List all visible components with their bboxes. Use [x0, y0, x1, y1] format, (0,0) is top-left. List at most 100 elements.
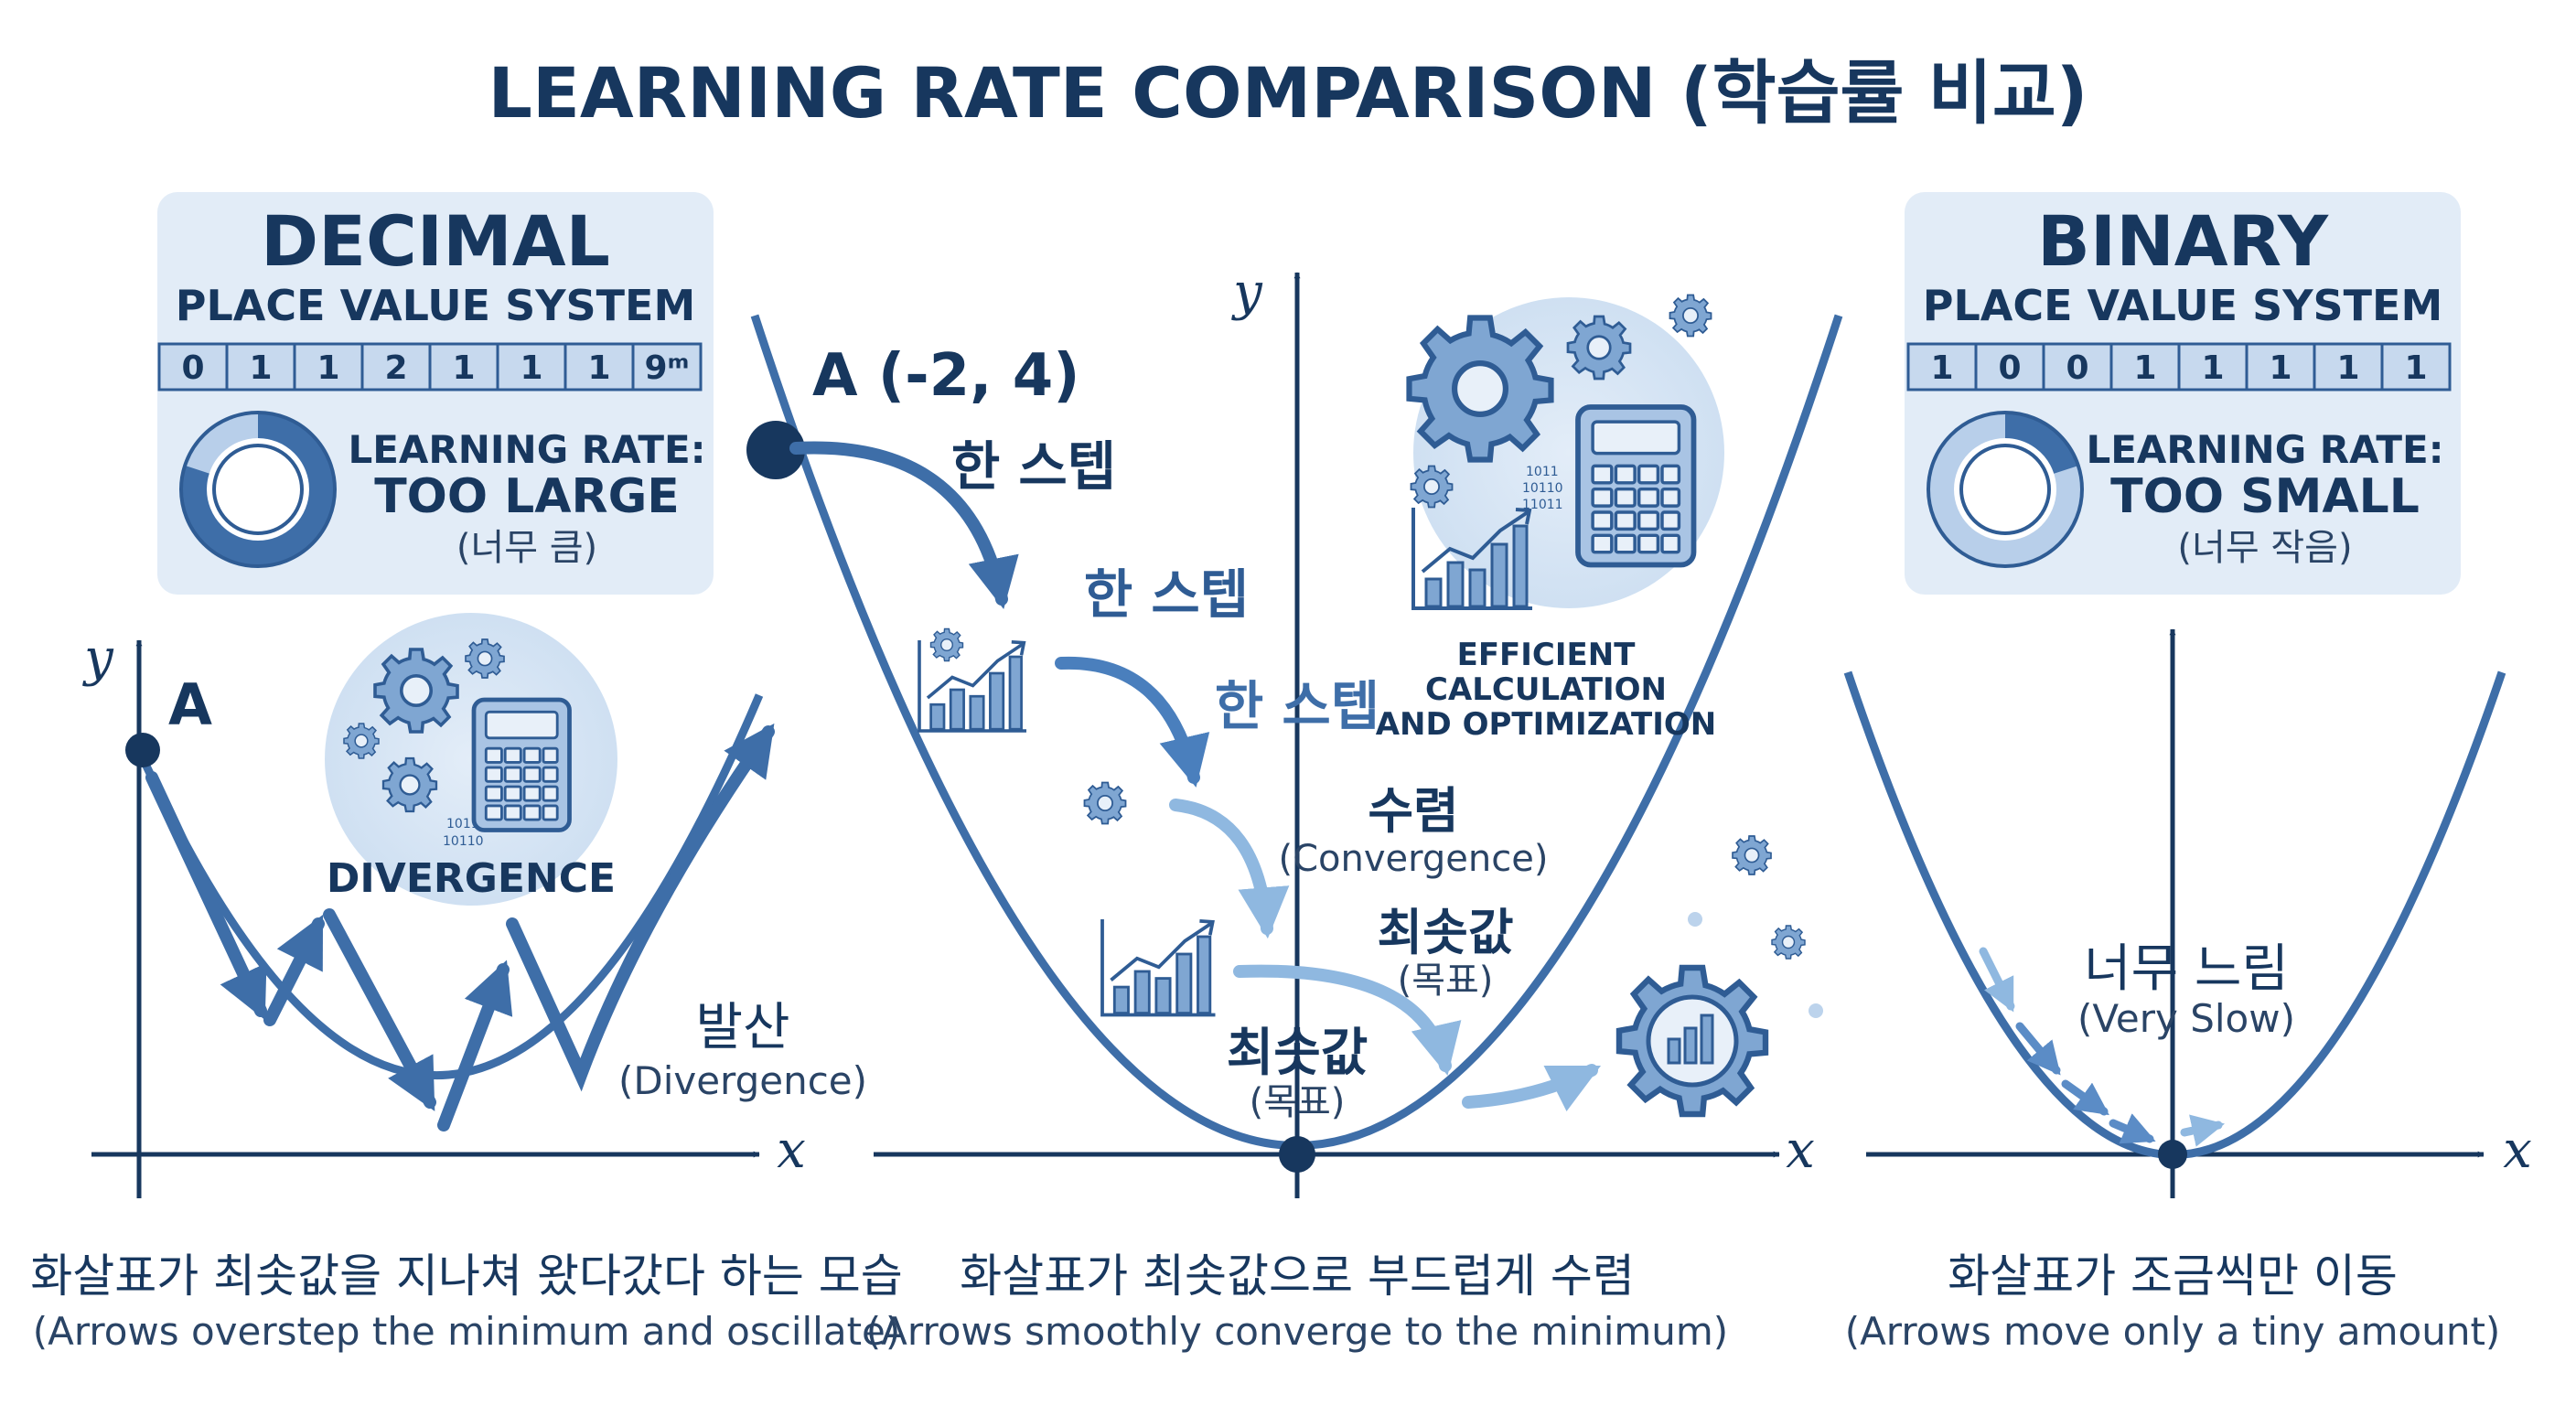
- binary-digit: 1: [2336, 349, 2359, 387]
- decimal-subheading: PLACE VALUE SYSTEM: [176, 281, 696, 330]
- gear-icon: [1083, 781, 1127, 825]
- divergence-binary-line-1: 1011: [446, 817, 479, 831]
- binary-ring-inner: [1954, 438, 2056, 541]
- decor-dot: [1688, 912, 1702, 927]
- gear-icon: [381, 756, 438, 813]
- right-caption-korean: 화살표가 조금씩만 이동: [1948, 1249, 2398, 1303]
- binary-panel: BINARY PLACE VALUE SYSTEM 1 0 0 1 1 1 1 1 LEARN…: [1905, 192, 2461, 595]
- right-graph: x 너무 느림 (Very Slow): [1843, 628, 2532, 1198]
- divergence-arrow-4: [437, 960, 513, 1132]
- decimal-digit: 0: [181, 349, 204, 387]
- decimal-ring-inner: [207, 438, 309, 541]
- target-gear-icon: [1619, 968, 1766, 1114]
- convergence-arrow-1: [789, 441, 1019, 609]
- binary-subheading: PLACE VALUE SYSTEM: [1923, 281, 2443, 330]
- middle-caption-korean: 화살표가 최솟값으로 부드럽게 수렴: [960, 1249, 1635, 1303]
- decimal-lr-value: TOO LARGE: [374, 469, 680, 524]
- decimal-ring-inner-outline: [212, 444, 304, 535]
- gear-icon: [1732, 835, 1772, 875]
- decimal-digit: 1: [587, 349, 610, 387]
- decimal-progress-ring: [179, 411, 337, 568]
- minimum-label-korean: 최솟값: [1377, 904, 1513, 961]
- growth-chart-icon: [1100, 917, 1218, 1017]
- left-point-a: [125, 733, 160, 767]
- binary-digit: 0: [2066, 349, 2088, 387]
- decimal-digit: 1: [249, 349, 272, 387]
- binary-ring-inner-outline: [1959, 444, 2051, 535]
- decimal-digit: 1: [520, 349, 542, 387]
- tiny-step-arrow-5: [2180, 1114, 2226, 1147]
- optimization-caption-line-1: EFFICIENT: [1457, 637, 1637, 673]
- binary-lr-label: LEARNING RATE:: [2086, 427, 2443, 472]
- middle-y-axis-label: y: [1230, 263, 1263, 322]
- decimal-ring-fill: [181, 413, 335, 566]
- binary-lr-value: TOO SMALL: [2110, 469, 2420, 524]
- bottom-minimum-label-korean: 최솟값: [1227, 1024, 1368, 1083]
- slow-label-korean: 너무 느림: [2084, 939, 2289, 999]
- decimal-digit-strip: 0 1 1 2 1 1 1 9ᵐ: [157, 342, 703, 391]
- middle-convergence-arrows: [789, 441, 1602, 1112]
- gear-icon: [1410, 318, 1551, 460]
- middle-graph: x y A (-2, 4) 한 스텝 한 스텝 한 스텝 수렴 (Converg…: [746, 263, 1843, 1198]
- left-divergence-korean: 발산: [695, 998, 789, 1057]
- gear-icon: [1410, 465, 1454, 509]
- gear-icon: [1669, 294, 1712, 338]
- divergence-icon-caption: DIVERGENCE: [327, 855, 616, 902]
- binary-digit: 1: [1930, 349, 1953, 387]
- right-minimum-point: [2158, 1140, 2187, 1169]
- tiny-step-arrow-4: [2109, 1113, 2156, 1144]
- calculator-icon: [1578, 407, 1694, 565]
- binary-progress-ring: [1927, 411, 2084, 568]
- slow-label-english: (Very Slow): [2077, 996, 2295, 1041]
- left-y-axis-label: y: [81, 628, 114, 688]
- binary-digit: 0: [1998, 349, 2021, 387]
- divergence-arrow-5: [506, 723, 775, 1092]
- binary-ring-fill: [1928, 413, 2082, 566]
- decimal-ring-outline: [179, 411, 337, 568]
- optimization-caption-line-2: CALCULATION: [1425, 671, 1667, 708]
- binary-digit: 1: [2404, 349, 2427, 387]
- binary-digit: 1: [2133, 349, 2156, 387]
- calculator-icon: [474, 700, 570, 831]
- step-label-1: 한 스텝: [951, 435, 1116, 498]
- divergence-arrow-1: [145, 771, 267, 1021]
- right-caption-english: (Arrows move only a tiny amount): [1845, 1309, 2501, 1354]
- tiny-step-arrow-2: [2015, 1022, 2061, 1076]
- binary-digit: 1: [2201, 349, 2224, 387]
- decimal-heading: DECIMAL: [261, 200, 610, 282]
- binary-digit-strip: 1 0 0 1 1 1 1 1: [1906, 342, 2452, 391]
- binary-digit: 1: [2269, 349, 2292, 387]
- divergence-arrow-3: [323, 908, 436, 1111]
- page-title: LEARNING RATE COMPARISON (학습률 비교): [488, 52, 2088, 134]
- optimization-binary-line-2: 10110: [1522, 481, 1563, 496]
- left-caption-english: (Arrows overstep the minimum and oscilla…: [33, 1309, 901, 1354]
- binary-heading: BINARY: [2037, 200, 2329, 282]
- gear-icon: [1771, 925, 1806, 960]
- decimal-lr-korean: (너무 큼): [456, 527, 597, 569]
- optimization-binary-line-1: 1011: [1526, 465, 1559, 479]
- decor-dot: [1809, 1003, 1823, 1018]
- decimal-digit: 1: [452, 349, 475, 387]
- decimal-digit: 1: [317, 349, 339, 387]
- left-point-a-label: A: [168, 671, 212, 738]
- middle-minimum-point: [1279, 1136, 1315, 1173]
- middle-start-point: [746, 421, 805, 479]
- optimization-binary-line-3: 11011: [1522, 498, 1563, 512]
- minimum-label-target: (목표): [1398, 960, 1494, 1002]
- binary-lr-korean: (너무 작음): [2177, 527, 2352, 569]
- gear-icon: [1566, 315, 1632, 381]
- step-label-2: 한 스텝: [1084, 563, 1249, 626]
- step-label-3: 한 스텝: [1215, 675, 1379, 737]
- left-divergence-arrows: [145, 723, 775, 1132]
- right-x-axis-label: x: [2503, 1121, 2532, 1180]
- gear-icon: [343, 723, 380, 759]
- binary-ring-outline: [1927, 411, 2084, 568]
- tiny-step-arrow-3: [2061, 1079, 2109, 1116]
- decimal-lr-label: LEARNING RATE:: [348, 427, 705, 472]
- middle-x-axis-label: x: [1786, 1121, 1815, 1180]
- convergence-label-english: (Convergence): [1279, 838, 1549, 880]
- convergence-arrow-4: [1233, 964, 1462, 1076]
- middle-start-point-label: A (-2, 4): [812, 342, 1080, 410]
- divergence-arrow-2: [263, 915, 325, 1026]
